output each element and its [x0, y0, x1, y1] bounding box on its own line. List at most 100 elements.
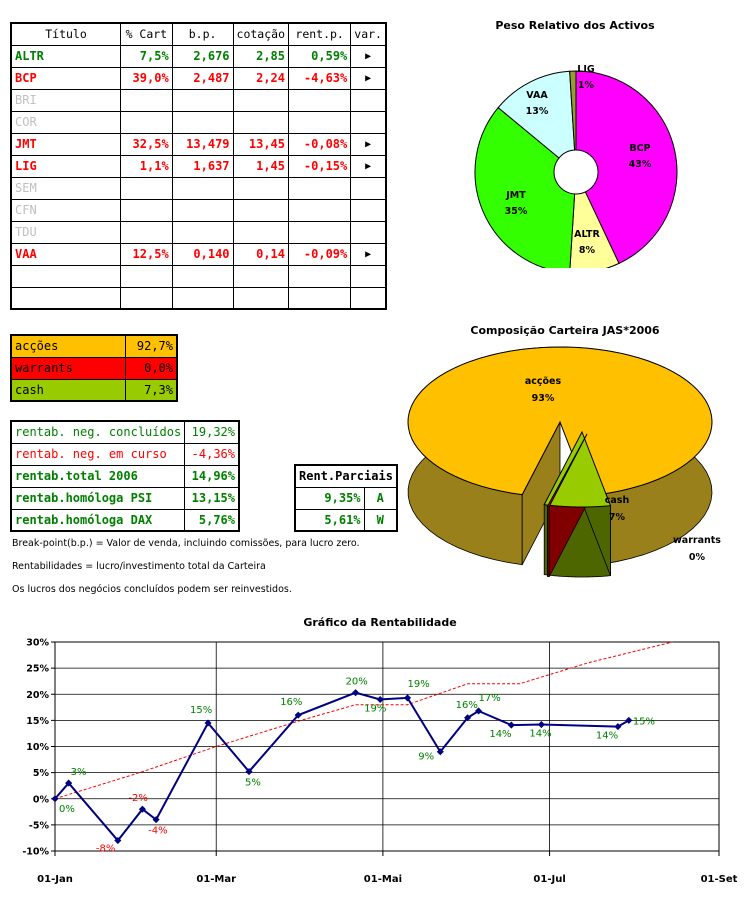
series-line-rentabilidade: [54, 691, 630, 843]
pie3d-label: cash: [605, 495, 630, 506]
bp-cell: [171, 264, 234, 288]
header-cell: rent.p.: [287, 22, 352, 46]
partial-header: Rent.Parciais: [294, 464, 398, 488]
y-tick-label: 30%: [26, 638, 49, 649]
y-tick-label: -10%: [22, 847, 49, 858]
doughnut-chart-title: Peso Relativo dos Activos: [495, 19, 655, 32]
bp-cell: [171, 88, 234, 112]
ticker-cell: ALTR: [10, 44, 122, 68]
allocation-label: cash: [10, 378, 126, 402]
data-point: [51, 795, 59, 803]
rent-cell: [287, 220, 352, 244]
slice-label: JMT: [505, 190, 526, 201]
x-tick-label: 01-Mai: [364, 874, 402, 885]
returns-row: rentab.homóloga PSI 13,15%: [10, 486, 240, 510]
ticker-cell: BRI: [10, 88, 122, 112]
cot-cell: 0,14: [232, 242, 290, 266]
bp-cell: [171, 220, 234, 244]
table-row: JMT 32,5% 13,479 13,45 -0,08% ▶: [10, 132, 387, 156]
cart-cell: [120, 198, 173, 222]
data-label: 16%: [280, 697, 302, 708]
returns-label: rentab. neg. concluídos: [10, 420, 186, 444]
x-tick-label: 01-Set: [701, 874, 738, 885]
bp-cell: 1,637: [171, 154, 234, 178]
table-row: TDU: [10, 220, 387, 244]
ticker-cell: COR: [10, 110, 122, 134]
table-row: [10, 264, 387, 288]
y-tick-label: 5%: [33, 768, 50, 779]
cart-cell: 7,5%: [120, 44, 173, 68]
bp-cell: 2,676: [171, 44, 234, 68]
rent-cell: -0,09%: [287, 242, 352, 266]
pie-slice-altr: [569, 191, 620, 268]
cart-cell: [120, 176, 173, 200]
returns-label: rentab. neg. em curso: [10, 442, 186, 466]
returns-label: rentab.total 2006: [10, 464, 186, 488]
returns-value: -4,36%: [184, 442, 240, 466]
data-point: [138, 805, 146, 813]
data-point: [537, 721, 545, 729]
partial-returns-table: Rent.Parciais 9,35% A 5,61% W: [294, 464, 398, 532]
pie3d-value-label: 7%: [609, 512, 626, 523]
y-tick-label: 25%: [26, 664, 49, 675]
data-point: [245, 768, 253, 776]
data-point: [625, 716, 633, 724]
bp-cell: [171, 110, 234, 134]
var-arrow-icon: ▶: [350, 154, 387, 178]
plot-area: [54, 641, 720, 852]
var-arrow-icon: [350, 286, 387, 310]
ticker-cell: CFN: [10, 198, 122, 222]
data-label: 3%: [71, 767, 87, 778]
partial-tag: A: [363, 486, 398, 510]
slice-label: ALTR: [574, 229, 600, 240]
rent-cell: [287, 286, 352, 310]
table-row: SEM: [10, 176, 387, 200]
data-label: 19%: [364, 703, 386, 714]
cart-cell: [120, 264, 173, 288]
data-label: -8%: [96, 844, 115, 855]
allocation-value: 7,3%: [124, 378, 178, 402]
header-cell: cotação: [232, 22, 290, 46]
allocation-label: warrants: [10, 356, 126, 380]
pie3d-slice-acções: [407, 346, 713, 497]
cart-cell: 32,5%: [120, 132, 173, 156]
allocation-value: 92,7%: [124, 334, 178, 358]
allocation-table: acções 92,7% warrants 0,0% cash 7,3%: [10, 334, 178, 402]
returns-label: rentab.homóloga PSI: [10, 486, 186, 510]
partial-row: 5,61% W: [294, 508, 398, 532]
table-row: BRI: [10, 88, 387, 112]
returns-row: rentab.homóloga DAX 5,76%: [10, 508, 240, 532]
table-row: [10, 286, 387, 310]
returns-value: 13,15%: [184, 486, 240, 510]
data-point: [507, 721, 515, 729]
note-rentabilidades: Rentabilidades = lucro/investimento tota…: [12, 561, 266, 572]
pie-slice-vaa: [497, 70, 576, 159]
var-arrow-icon: ▶: [350, 66, 387, 90]
returns-value: 5,76%: [184, 508, 240, 532]
data-label: 9%: [418, 752, 434, 763]
header-cell: b.p.: [171, 22, 234, 46]
x-tick-label: 01-Jan: [37, 874, 73, 885]
series-line-trend: [54, 641, 673, 800]
cot-cell: 2,85: [232, 44, 290, 68]
ticker-cell: [10, 286, 122, 310]
returns-value: 19,32%: [184, 420, 240, 444]
rent-cell: -4,63%: [287, 66, 352, 90]
data-label: 14%: [489, 729, 511, 740]
bp-cell: [171, 286, 234, 310]
rent-cell: [287, 198, 352, 222]
data-label: 17%: [479, 693, 501, 704]
note-breakpoint: Break-point(b.p.) = Valor de venda, incl…: [12, 538, 360, 549]
ticker-cell: VAA: [10, 242, 122, 266]
slice-label: VAA: [526, 90, 548, 101]
var-arrow-icon: [350, 264, 387, 288]
y-tick-label: 10%: [26, 742, 49, 753]
ticker-cell: [10, 264, 122, 288]
cart-cell: 39,0%: [120, 66, 173, 90]
ticker-cell: JMT: [10, 132, 122, 156]
header-cell: Título: [10, 22, 122, 46]
cart-cell: 1,1%: [120, 154, 173, 178]
bp-cell: [171, 176, 234, 200]
cot-cell: 1,45: [232, 154, 290, 178]
cart-cell: [120, 286, 173, 310]
